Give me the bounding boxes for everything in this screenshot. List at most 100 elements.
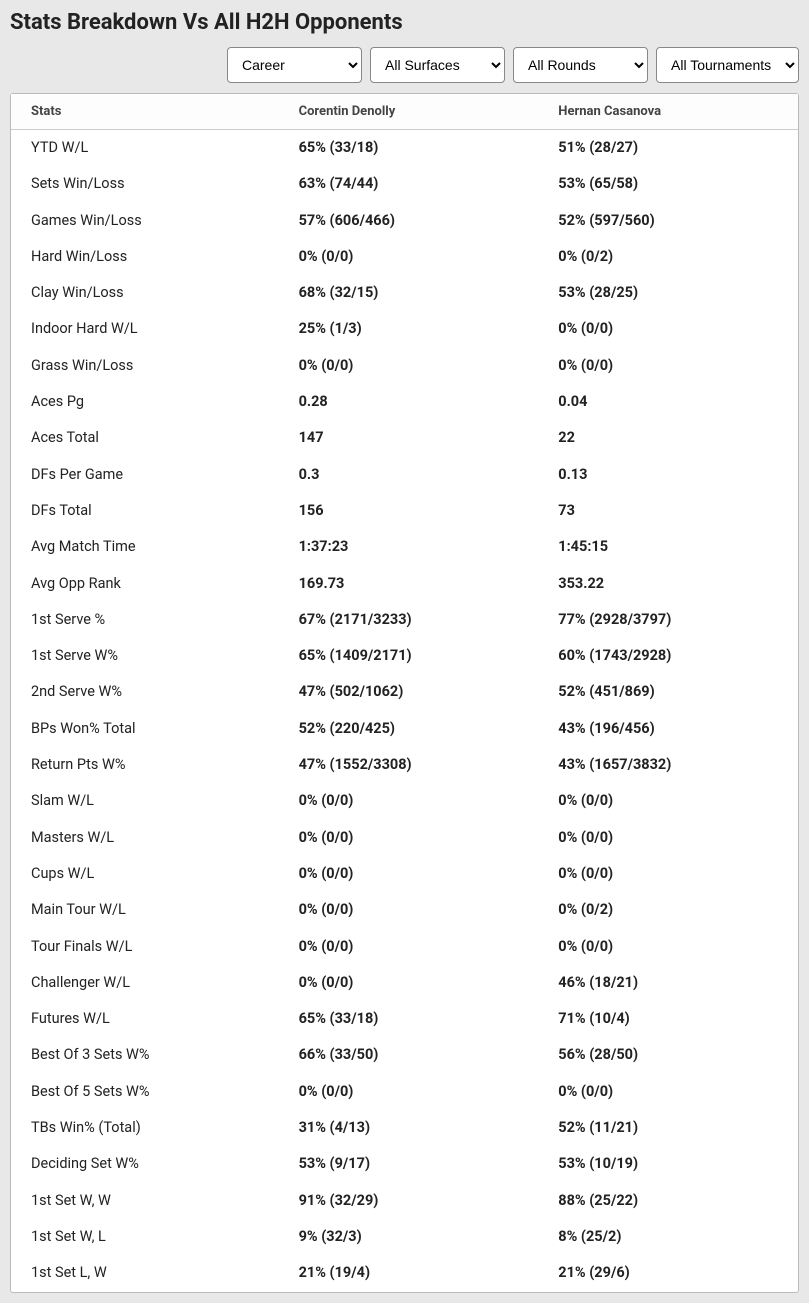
player2-value: 52% (11/21) <box>538 1110 798 1146</box>
table-row: Slam W/L0% (0/0)0% (0/0) <box>11 783 798 819</box>
table-row: DFs Total15673 <box>11 493 798 529</box>
table-row: Masters W/L0% (0/0)0% (0/0) <box>11 820 798 856</box>
stat-label: Cups W/L <box>11 856 279 892</box>
stat-label: Deciding Set W% <box>11 1146 279 1182</box>
player2-value: 0% (0/0) <box>538 783 798 819</box>
table-row: DFs Per Game0.30.13 <box>11 457 798 493</box>
player1-value: 0% (0/0) <box>279 348 539 384</box>
table-row: Challenger W/L0% (0/0)46% (18/21) <box>11 965 798 1001</box>
table-row: Deciding Set W%53% (9/17)53% (10/19) <box>11 1146 798 1182</box>
table-row: Aces Total14722 <box>11 420 798 456</box>
player1-value: 147 <box>279 420 539 456</box>
player2-value: 1:45:15 <box>538 529 798 565</box>
player1-value: 0% (0/0) <box>279 929 539 965</box>
stat-label: Futures W/L <box>11 1001 279 1037</box>
stat-label: Clay Win/Loss <box>11 275 279 311</box>
table-row: Games Win/Loss57% (606/466)52% (597/560) <box>11 203 798 239</box>
stat-label: 1st Serve W% <box>11 638 279 674</box>
player2-value: 73 <box>538 493 798 529</box>
player2-value: 46% (18/21) <box>538 965 798 1001</box>
table-row: Return Pts W%47% (1552/3308)43% (1657/38… <box>11 747 798 783</box>
stat-label: 2nd Serve W% <box>11 674 279 710</box>
player2-value: 21% (29/6) <box>538 1255 798 1291</box>
stat-label: 1st Serve % <box>11 602 279 638</box>
stats-breakdown-container: Stats Breakdown Vs All H2H Opponents Car… <box>0 0 809 1303</box>
table-row: BPs Won% Total52% (220/425)43% (196/456) <box>11 711 798 747</box>
table-row: Best Of 3 Sets W%66% (33/50)56% (28/50) <box>11 1037 798 1073</box>
table-header-row: Stats Corentin Denolly Hernan Casanova <box>11 94 798 130</box>
table-row: Grass Win/Loss0% (0/0)0% (0/0) <box>11 348 798 384</box>
player2-value: 0% (0/0) <box>538 311 798 347</box>
stat-label: DFs Per Game <box>11 457 279 493</box>
player1-value: 67% (2171/3233) <box>279 602 539 638</box>
table-row: Clay Win/Loss68% (32/15)53% (28/25) <box>11 275 798 311</box>
table-row: 1st Set W, L9% (32/3)8% (25/2) <box>11 1219 798 1255</box>
player1-value: 0% (0/0) <box>279 239 539 275</box>
table-row: TBs Win% (Total)31% (4/13)52% (11/21) <box>11 1110 798 1146</box>
player1-value: 57% (606/466) <box>279 203 539 239</box>
stat-label: DFs Total <box>11 493 279 529</box>
stat-label: Avg Opp Rank <box>11 566 279 602</box>
player2-value: 52% (451/869) <box>538 674 798 710</box>
stat-label: TBs Win% (Total) <box>11 1110 279 1146</box>
player1-value: 31% (4/13) <box>279 1110 539 1146</box>
stat-label: Slam W/L <box>11 783 279 819</box>
col-header-stats: Stats <box>11 94 279 130</box>
player1-value: 9% (32/3) <box>279 1219 539 1255</box>
table-row: Indoor Hard W/L25% (1/3)0% (0/0) <box>11 311 798 347</box>
stat-label: Aces Total <box>11 420 279 456</box>
col-header-player2: Hernan Casanova <box>538 94 798 130</box>
table-row: Avg Match Time1:37:231:45:15 <box>11 529 798 565</box>
player2-value: 0% (0/0) <box>538 929 798 965</box>
player2-value: 71% (10/4) <box>538 1001 798 1037</box>
stat-label: Hard Win/Loss <box>11 239 279 275</box>
player1-value: 66% (33/50) <box>279 1037 539 1073</box>
table-row: Aces Pg0.280.04 <box>11 384 798 420</box>
stat-label: Games Win/Loss <box>11 203 279 239</box>
stat-label: Best Of 5 Sets W% <box>11 1074 279 1110</box>
filter-bar: Career All Surfaces All Rounds All Tourn… <box>10 47 799 83</box>
player1-value: 65% (33/18) <box>279 130 539 167</box>
player2-value: 0% (0/0) <box>538 348 798 384</box>
filter-career[interactable]: Career <box>227 47 362 83</box>
table-row: 1st Serve %67% (2171/3233)77% (2928/3797… <box>11 602 798 638</box>
player1-value: 0.28 <box>279 384 539 420</box>
player2-value: 53% (10/19) <box>538 1146 798 1182</box>
table-row: Avg Opp Rank169.73353.22 <box>11 566 798 602</box>
player1-value: 65% (1409/2171) <box>279 638 539 674</box>
player1-value: 47% (1552/3308) <box>279 747 539 783</box>
player1-value: 53% (9/17) <box>279 1146 539 1182</box>
page-title: Stats Breakdown Vs All H2H Opponents <box>10 10 799 35</box>
stat-label: Main Tour W/L <box>11 892 279 928</box>
table-row: Best Of 5 Sets W%0% (0/0)0% (0/0) <box>11 1074 798 1110</box>
player2-value: 43% (196/456) <box>538 711 798 747</box>
filter-rounds[interactable]: All Rounds <box>513 47 648 83</box>
stat-label: Grass Win/Loss <box>11 348 279 384</box>
stat-label: Avg Match Time <box>11 529 279 565</box>
player2-value: 77% (2928/3797) <box>538 602 798 638</box>
player1-value: 169.73 <box>279 566 539 602</box>
player2-value: 56% (28/50) <box>538 1037 798 1073</box>
player1-value: 21% (19/4) <box>279 1255 539 1291</box>
player1-value: 52% (220/425) <box>279 711 539 747</box>
player1-value: 156 <box>279 493 539 529</box>
player2-value: 52% (597/560) <box>538 203 798 239</box>
col-header-player1: Corentin Denolly <box>279 94 539 130</box>
table-row: Futures W/L65% (33/18)71% (10/4) <box>11 1001 798 1037</box>
table-row: 1st Set W, W91% (32/29)88% (25/22) <box>11 1183 798 1219</box>
stat-label: 1st Set W, L <box>11 1219 279 1255</box>
stat-label: Return Pts W% <box>11 747 279 783</box>
player2-value: 22 <box>538 420 798 456</box>
table-row: Main Tour W/L0% (0/0)0% (0/2) <box>11 892 798 928</box>
player1-value: 68% (32/15) <box>279 275 539 311</box>
table-row: Sets Win/Loss63% (74/44)53% (65/58) <box>11 166 798 202</box>
player1-value: 0% (0/0) <box>279 783 539 819</box>
player2-value: 53% (28/25) <box>538 275 798 311</box>
filter-tournaments[interactable]: All Tournaments <box>656 47 799 83</box>
stats-table: Stats Corentin Denolly Hernan Casanova Y… <box>11 94 798 1292</box>
player1-value: 0% (0/0) <box>279 1074 539 1110</box>
stat-label: 1st Set W, W <box>11 1183 279 1219</box>
player2-value: 0.04 <box>538 384 798 420</box>
filter-surface[interactable]: All Surfaces <box>370 47 505 83</box>
player1-value: 91% (32/29) <box>279 1183 539 1219</box>
